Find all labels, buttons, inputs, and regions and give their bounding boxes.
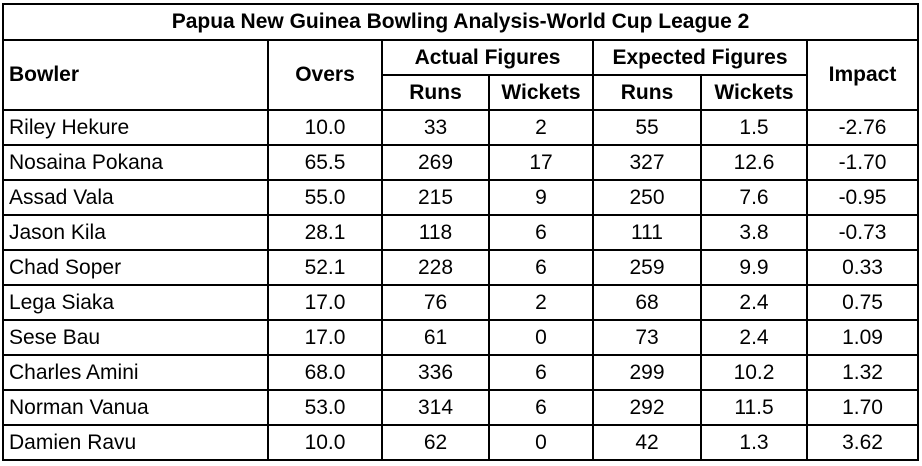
cell-expected-wickets: 2.4 bbox=[700, 319, 808, 356]
cell-actual-wickets: 17 bbox=[488, 144, 594, 181]
cell-expected-wickets: 11.5 bbox=[700, 389, 808, 426]
header-actual-figures: Actual Figures bbox=[381, 39, 594, 76]
table-row: Charles Amini 68.0 336 6 299 10.2 1.32 bbox=[2, 354, 920, 391]
bowling-analysis-table: Papua New Guinea Bowling Analysis-World … bbox=[1, 3, 920, 461]
cell-impact: -1.70 bbox=[805, 144, 920, 181]
cell-expected-wickets: 9.9 bbox=[700, 249, 808, 286]
cell-impact: 3.62 bbox=[805, 424, 920, 461]
cell-actual-wickets: 6 bbox=[488, 214, 594, 251]
cell-expected-runs: 299 bbox=[592, 354, 702, 391]
cell-actual-runs: 33 bbox=[381, 109, 490, 146]
cell-overs: 17.0 bbox=[267, 319, 383, 356]
cell-actual-wickets: 6 bbox=[488, 249, 594, 286]
cell-actual-wickets: 6 bbox=[488, 354, 594, 391]
cell-actual-runs: 336 bbox=[381, 354, 490, 391]
cell-actual-wickets: 6 bbox=[488, 389, 594, 426]
cell-expected-runs: 55 bbox=[592, 109, 702, 146]
cell-expected-wickets: 10.2 bbox=[700, 354, 808, 391]
cell-actual-wickets: 2 bbox=[488, 109, 594, 146]
cell-actual-wickets: 2 bbox=[488, 284, 594, 321]
table-row: Riley Hekure 10.0 33 2 55 1.5 -2.76 bbox=[2, 109, 920, 146]
table-title: Papua New Guinea Bowling Analysis-World … bbox=[1, 3, 920, 41]
header-impact: Impact bbox=[805, 39, 920, 111]
table-row: Assad Vala 55.0 215 9 250 7.6 -0.95 bbox=[2, 179, 920, 216]
header-actual-wickets: Wickets bbox=[488, 74, 594, 111]
cell-impact: 0.75 bbox=[805, 284, 920, 321]
cell-expected-runs: 259 bbox=[592, 249, 702, 286]
cell-impact: 1.70 bbox=[805, 389, 920, 426]
cell-expected-wickets: 1.5 bbox=[700, 109, 808, 146]
header-expected-runs: Runs bbox=[592, 74, 702, 111]
cell-actual-runs: 76 bbox=[381, 284, 490, 321]
header-expected-figures: Expected Figures bbox=[592, 39, 808, 76]
cell-actual-wickets: 9 bbox=[488, 179, 594, 216]
cell-actual-runs: 62 bbox=[381, 424, 490, 461]
cell-actual-wickets: 0 bbox=[488, 424, 594, 461]
table-row: Norman Vanua 53.0 314 6 292 11.5 1.70 bbox=[2, 389, 920, 426]
cell-bowler: Norman Vanua bbox=[2, 389, 269, 426]
header-actual-runs: Runs bbox=[381, 74, 490, 111]
cell-expected-wickets: 12.6 bbox=[700, 144, 808, 181]
cell-overs: 10.0 bbox=[267, 424, 383, 461]
cell-overs: 10.0 bbox=[267, 109, 383, 146]
cell-actual-runs: 228 bbox=[381, 249, 490, 286]
table-row: Chad Soper 52.1 228 6 259 9.9 0.33 bbox=[2, 249, 920, 286]
cell-impact: -0.95 bbox=[805, 179, 920, 216]
table-row: Nosaina Pokana 65.5 269 17 327 12.6 -1.7… bbox=[2, 144, 920, 181]
table-row: Sese Bau 17.0 61 0 73 2.4 1.09 bbox=[2, 319, 920, 356]
cell-actual-runs: 269 bbox=[381, 144, 490, 181]
table-row: Damien Ravu 10.0 62 0 42 1.3 3.62 bbox=[2, 424, 920, 461]
cell-expected-runs: 42 bbox=[592, 424, 702, 461]
cell-bowler: Sese Bau bbox=[2, 319, 269, 356]
cell-expected-runs: 73 bbox=[592, 319, 702, 356]
cell-impact: 1.09 bbox=[805, 319, 920, 356]
cell-bowler: Charles Amini bbox=[2, 354, 269, 391]
cell-expected-runs: 250 bbox=[592, 179, 702, 216]
cell-bowler: Lega Siaka bbox=[2, 284, 269, 321]
cell-bowler: Riley Hekure bbox=[2, 109, 269, 146]
cell-expected-wickets: 2.4 bbox=[700, 284, 808, 321]
header-overs: Overs bbox=[267, 39, 383, 111]
cell-bowler: Assad Vala bbox=[2, 179, 269, 216]
table-body: Riley Hekure 10.0 33 2 55 1.5 -2.76 Nosa… bbox=[2, 109, 920, 461]
cell-bowler: Damien Ravu bbox=[2, 424, 269, 461]
cell-impact: -0.73 bbox=[805, 214, 920, 251]
cell-impact: -2.76 bbox=[805, 109, 920, 146]
cell-expected-wickets: 1.3 bbox=[700, 424, 808, 461]
cell-impact: 1.32 bbox=[805, 354, 920, 391]
cell-actual-runs: 215 bbox=[381, 179, 490, 216]
cell-overs: 52.1 bbox=[267, 249, 383, 286]
cell-expected-runs: 327 bbox=[592, 144, 702, 181]
cell-overs: 17.0 bbox=[267, 284, 383, 321]
cell-expected-wickets: 7.6 bbox=[700, 179, 808, 216]
cell-impact: 0.33 bbox=[805, 249, 920, 286]
cell-actual-wickets: 0 bbox=[488, 319, 594, 356]
cell-actual-runs: 118 bbox=[381, 214, 490, 251]
header-expected-wickets: Wickets bbox=[700, 74, 808, 111]
cell-expected-wickets: 3.8 bbox=[700, 214, 808, 251]
cell-actual-runs: 314 bbox=[381, 389, 490, 426]
cell-overs: 68.0 bbox=[267, 354, 383, 391]
table-row: Lega Siaka 17.0 76 2 68 2.4 0.75 bbox=[2, 284, 920, 321]
cell-bowler: Chad Soper bbox=[2, 249, 269, 286]
cell-overs: 53.0 bbox=[267, 389, 383, 426]
cell-overs: 55.0 bbox=[267, 179, 383, 216]
cell-expected-runs: 68 bbox=[592, 284, 702, 321]
cell-overs: 28.1 bbox=[267, 214, 383, 251]
cell-bowler: Nosaina Pokana bbox=[2, 144, 269, 181]
cell-expected-runs: 111 bbox=[592, 214, 702, 251]
cell-actual-runs: 61 bbox=[381, 319, 490, 356]
table-row: Jason Kila 28.1 118 6 111 3.8 -0.73 bbox=[2, 214, 920, 251]
cell-expected-runs: 292 bbox=[592, 389, 702, 426]
cell-bowler: Jason Kila bbox=[2, 214, 269, 251]
header-bowler: Bowler bbox=[2, 39, 269, 111]
cell-overs: 65.5 bbox=[267, 144, 383, 181]
